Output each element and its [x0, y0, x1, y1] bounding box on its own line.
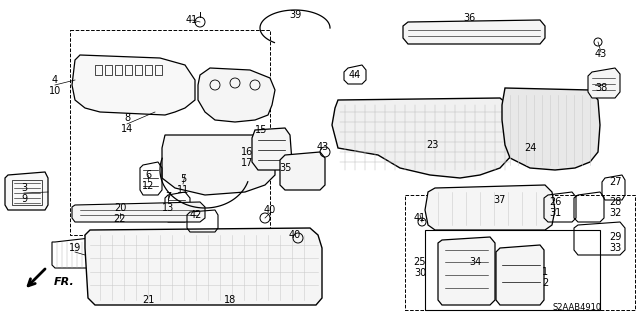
- Text: 20: 20: [114, 203, 126, 213]
- Text: 36: 36: [463, 13, 475, 23]
- Text: 34: 34: [469, 257, 481, 267]
- Text: 37: 37: [494, 195, 506, 205]
- Text: 12: 12: [142, 181, 154, 191]
- Polygon shape: [588, 68, 620, 98]
- Polygon shape: [332, 98, 515, 178]
- Bar: [405, 195, 635, 310]
- Polygon shape: [438, 237, 495, 305]
- Text: 43: 43: [317, 142, 329, 152]
- Polygon shape: [502, 88, 600, 170]
- Text: 29: 29: [609, 232, 621, 242]
- Text: 10: 10: [49, 86, 61, 96]
- Text: 16: 16: [241, 147, 253, 157]
- Text: 43: 43: [595, 49, 607, 59]
- Text: 41: 41: [414, 213, 426, 223]
- Text: 4: 4: [52, 75, 58, 85]
- Polygon shape: [496, 245, 544, 305]
- Text: 9: 9: [21, 194, 27, 204]
- Polygon shape: [198, 68, 275, 122]
- Bar: [425, 230, 600, 310]
- Text: 22: 22: [114, 214, 126, 224]
- Text: 28: 28: [609, 197, 621, 207]
- Text: 30: 30: [414, 268, 426, 278]
- Text: 3: 3: [21, 183, 27, 193]
- Text: S2AAB4910: S2AAB4910: [552, 303, 602, 313]
- Text: 27: 27: [609, 177, 621, 187]
- Text: 32: 32: [609, 208, 621, 218]
- Polygon shape: [403, 20, 545, 44]
- Text: 21: 21: [142, 295, 154, 305]
- Text: 33: 33: [609, 243, 621, 253]
- Text: 26: 26: [549, 197, 561, 207]
- Polygon shape: [85, 228, 322, 305]
- Text: 31: 31: [549, 208, 561, 218]
- Text: 18: 18: [224, 295, 236, 305]
- Text: FR.: FR.: [54, 277, 75, 287]
- Text: 14: 14: [121, 124, 133, 134]
- Text: 1: 1: [542, 267, 548, 277]
- Text: 6: 6: [145, 170, 151, 180]
- Text: 38: 38: [595, 83, 607, 93]
- Text: 13: 13: [162, 203, 174, 213]
- Text: 25: 25: [413, 257, 426, 267]
- Polygon shape: [280, 152, 325, 190]
- Text: 7: 7: [165, 192, 171, 202]
- Text: 19: 19: [69, 243, 81, 253]
- Text: 24: 24: [524, 143, 536, 153]
- Text: 5: 5: [180, 174, 186, 184]
- Text: 41: 41: [186, 15, 198, 25]
- Bar: [12, 180, 42, 205]
- Polygon shape: [5, 172, 48, 210]
- Text: 40: 40: [289, 230, 301, 240]
- Polygon shape: [72, 55, 195, 115]
- Text: 2: 2: [542, 278, 548, 288]
- Polygon shape: [162, 135, 275, 195]
- Polygon shape: [425, 185, 555, 230]
- Text: 44: 44: [349, 70, 361, 80]
- Text: 23: 23: [426, 140, 438, 150]
- Bar: [70, 30, 270, 235]
- Text: 40: 40: [264, 205, 276, 215]
- Polygon shape: [72, 202, 205, 222]
- Text: 39: 39: [289, 10, 301, 20]
- Polygon shape: [252, 128, 292, 170]
- Text: 8: 8: [124, 113, 130, 123]
- Text: 17: 17: [241, 158, 253, 168]
- Text: 35: 35: [279, 163, 291, 173]
- Text: 42: 42: [190, 210, 202, 220]
- Text: 15: 15: [255, 125, 267, 135]
- Text: 11: 11: [177, 185, 189, 195]
